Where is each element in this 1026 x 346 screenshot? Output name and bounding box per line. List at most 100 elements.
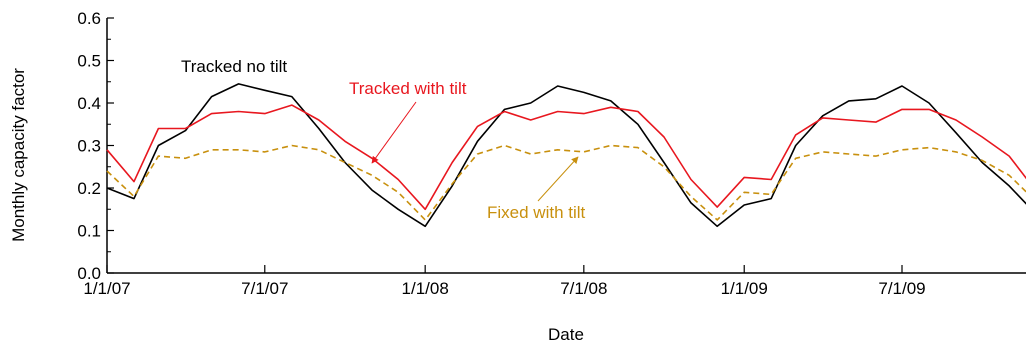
- data-point-fixed-with-tilt: [318, 149, 320, 151]
- data-point-tracked-no-tilt: [238, 83, 240, 85]
- data-point-tracked-no-tilt: [1008, 185, 1010, 187]
- data-point-fixed-with-tilt: [557, 149, 559, 151]
- data-point-tracked-no-tilt: [928, 102, 930, 104]
- series-line-tracked-no-tilt: [106, 83, 1026, 228]
- data-point-tracked-no-tilt: [211, 96, 213, 98]
- data-point-fixed-with-tilt: [451, 183, 453, 185]
- data-point-tracked-no-tilt: [716, 226, 718, 228]
- data-point-tracked-with-tilt: [397, 179, 399, 181]
- data-point-fixed-with-tilt: [690, 196, 692, 198]
- data-point-tracked-no-tilt: [106, 187, 108, 189]
- data-point-tracked-no-tilt: [371, 189, 373, 191]
- data-point-tracked-no-tilt: [477, 141, 479, 143]
- data-point-tracked-with-tilt: [610, 107, 612, 109]
- data-point-tracked-with-tilt: [291, 104, 293, 106]
- data-point-tracked-with-tilt: [637, 111, 639, 113]
- data-point-tracked-no-tilt: [848, 100, 850, 102]
- data-point-fixed-with-tilt: [291, 145, 293, 147]
- x-axis-ticks: 1/1/07 7/1/07 1/1/08 7/1/08 1/1/09 7/1/09: [83, 265, 926, 298]
- data-point-tracked-no-tilt: [955, 132, 957, 134]
- data-point-tracked-with-tilt: [158, 128, 160, 130]
- data-point-tracked-with-tilt: [424, 209, 426, 211]
- data-point-tracked-with-tilt: [504, 111, 506, 113]
- data-point-tracked-with-tilt: [901, 109, 903, 111]
- data-point-fixed-with-tilt: [981, 160, 983, 162]
- data-point-tracked-no-tilt: [795, 145, 797, 147]
- x-tick-label: 1/1/07: [83, 279, 130, 298]
- data-point-fixed-with-tilt: [106, 170, 108, 172]
- data-point-tracked-no-tilt: [822, 115, 824, 117]
- series-layer: [106, 83, 1026, 228]
- data-point-tracked-with-tilt: [822, 117, 824, 119]
- data-point-fixed-with-tilt: [795, 158, 797, 160]
- data-point-fixed-with-tilt: [875, 155, 877, 157]
- data-point-tracked-no-tilt: [557, 85, 559, 87]
- data-point-tracked-no-tilt: [424, 226, 426, 228]
- y-tick-label: 0.6: [77, 9, 101, 28]
- data-point-tracked-with-tilt: [264, 113, 266, 115]
- data-point-tracked-with-tilt: [318, 119, 320, 121]
- data-point-fixed-with-tilt: [955, 151, 957, 153]
- data-point-tracked-with-tilt: [185, 128, 187, 130]
- data-point-tracked-no-tilt: [981, 162, 983, 164]
- data-point-fixed-with-tilt: [770, 194, 772, 196]
- data-point-tracked-no-tilt: [530, 102, 532, 104]
- x-tick-label: 7/1/08: [560, 279, 607, 298]
- data-point-fixed-with-tilt: [848, 153, 850, 155]
- data-point-fixed-with-tilt: [504, 145, 506, 147]
- x-tick-label: 1/1/08: [402, 279, 449, 298]
- y-tick-label: 0.5: [77, 52, 101, 71]
- data-point-tracked-with-tilt: [530, 119, 532, 121]
- data-point-tracked-no-tilt: [637, 124, 639, 126]
- data-point-fixed-with-tilt: [264, 151, 266, 153]
- data-point-fixed-with-tilt: [185, 158, 187, 160]
- annotation-fixed-with-tilt: Fixed with tilt: [487, 203, 586, 222]
- data-point-tracked-with-tilt: [557, 111, 559, 113]
- data-point-tracked-no-tilt: [451, 185, 453, 187]
- data-point-fixed-with-tilt: [133, 196, 135, 198]
- y-axis-title: Monthly capacity factor: [9, 68, 28, 242]
- data-point-tracked-with-tilt: [106, 149, 108, 151]
- data-point-tracked-with-tilt: [928, 109, 930, 111]
- data-point-tracked-no-tilt: [264, 90, 266, 92]
- y-tick-label: 0.3: [77, 137, 101, 156]
- data-point-fixed-with-tilt: [716, 219, 718, 221]
- data-point-tracked-with-tilt: [955, 119, 957, 121]
- y-axis-ticks: 0.0 0.1 0.2 0.3 0.4 0.5 0.6: [77, 9, 114, 283]
- data-point-fixed-with-tilt: [397, 192, 399, 194]
- data-point-fixed-with-tilt: [610, 145, 612, 147]
- y-tick-label: 0.0: [77, 264, 101, 283]
- data-point-tracked-with-tilt: [981, 136, 983, 138]
- data-point-tracked-no-tilt: [690, 202, 692, 204]
- data-point-tracked-with-tilt: [663, 136, 665, 138]
- data-point-fixed-with-tilt: [158, 155, 160, 157]
- x-axis-title: Date: [548, 325, 584, 344]
- data-point-tracked-no-tilt: [875, 98, 877, 100]
- data-point-tracked-with-tilt: [477, 126, 479, 128]
- data-point-fixed-with-tilt: [637, 147, 639, 149]
- data-point-fixed-with-tilt: [211, 149, 213, 151]
- data-point-tracked-with-tilt: [743, 177, 745, 179]
- x-tick-label: 7/1/09: [878, 279, 925, 298]
- data-point-tracked-no-tilt: [504, 109, 506, 111]
- data-point-tracked-with-tilt: [451, 162, 453, 164]
- data-point-tracked-no-tilt: [583, 92, 585, 94]
- y-tick-label: 0.4: [77, 94, 101, 113]
- data-point-tracked-no-tilt: [133, 198, 135, 200]
- data-point-tracked-with-tilt: [238, 111, 240, 113]
- data-point-tracked-with-tilt: [344, 141, 346, 143]
- data-point-tracked-no-tilt: [901, 85, 903, 87]
- data-point-tracked-no-tilt: [291, 96, 293, 98]
- x-tick-label: 1/1/09: [721, 279, 768, 298]
- data-point-fixed-with-tilt: [663, 166, 665, 168]
- data-point-fixed-with-tilt: [583, 151, 585, 153]
- data-point-fixed-with-tilt: [743, 192, 745, 194]
- data-point-tracked-with-tilt: [371, 158, 373, 160]
- data-point-fixed-with-tilt: [530, 153, 532, 155]
- annotation-tracked-with-tilt: Tracked with tilt: [349, 79, 467, 98]
- data-point-tracked-with-tilt: [1008, 155, 1010, 157]
- arrow-tracked-with-tilt: [371, 101, 417, 164]
- data-point-tracked-no-tilt: [158, 145, 160, 147]
- data-point-tracked-no-tilt: [318, 128, 320, 130]
